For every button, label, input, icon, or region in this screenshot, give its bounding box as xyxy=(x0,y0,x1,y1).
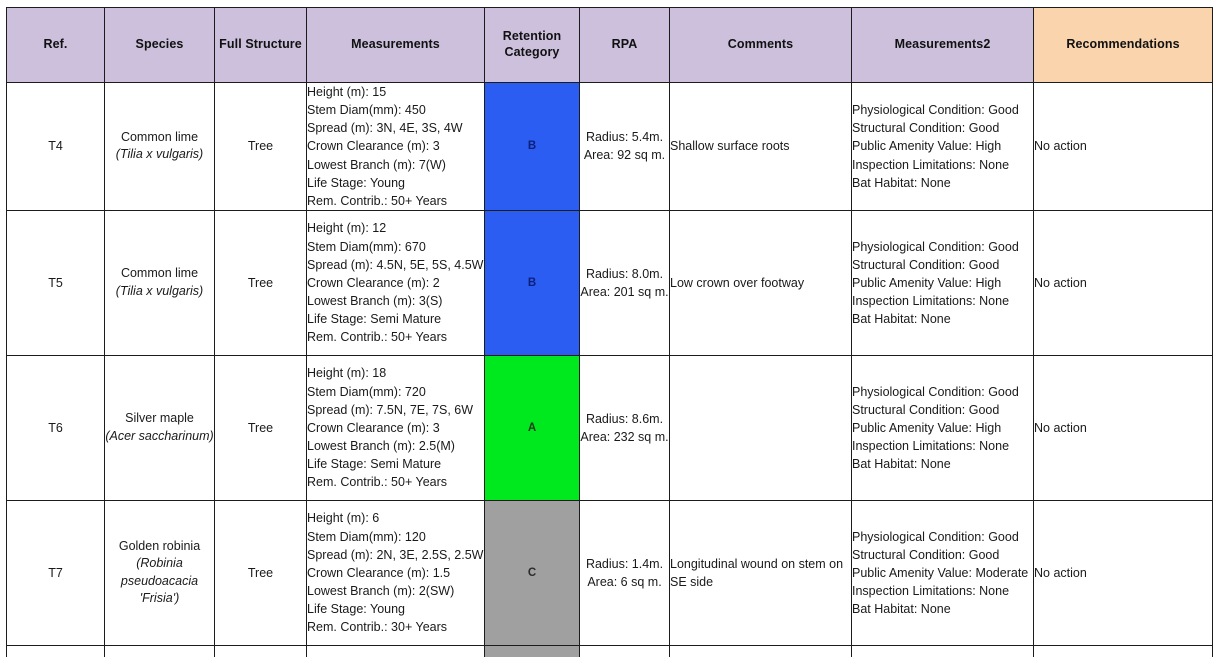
cell-retention-category[interactable]: B xyxy=(484,209,580,356)
table-body: T4 Common lime (Tilia x vulgaris) Tree Heigh… xyxy=(6,82,1213,657)
table-row: Retained in schedule for xyxy=(6,644,1213,657)
species-common-name: Silver maple xyxy=(125,411,194,426)
column-header-comments[interactable]: Comments xyxy=(669,7,852,83)
table-row: T4 Common lime (Tilia x vulgaris) Tree Heigh… xyxy=(6,82,1213,211)
cell-ref[interactable]: T6 xyxy=(6,354,105,501)
column-header-species[interactable]: Species xyxy=(104,7,215,83)
cell-full-structure[interactable] xyxy=(214,644,307,657)
cell-retention-category[interactable]: B xyxy=(484,82,580,211)
species-common-name: Golden robinia xyxy=(118,538,201,553)
cell-species[interactable]: Silver maple (Acer saccharinum) xyxy=(104,354,215,501)
cell-measurements[interactable]: Height (m): 18 Stem Diam(mm): 720 Spread… xyxy=(306,354,485,501)
cell-full-structure[interactable]: Tree xyxy=(214,82,307,211)
cell-ref[interactable] xyxy=(6,644,105,657)
cell-rpa[interactable] xyxy=(579,644,670,657)
cell-rpa[interactable]: Radius: 8.6m. Area: 232 sq m. xyxy=(579,354,670,501)
table-header: Ref. Species Full Structure Measurements… xyxy=(6,7,1213,83)
cell-measurements[interactable] xyxy=(306,644,485,657)
column-header-ref[interactable]: Ref. xyxy=(6,7,105,83)
cell-comments[interactable]: Shallow surface roots xyxy=(669,82,852,211)
cell-measurements2[interactable]: Physiological Condition: Good Structural… xyxy=(851,499,1034,646)
species-common-name: Common lime xyxy=(120,129,199,144)
cell-ref[interactable]: T7 xyxy=(6,499,105,646)
cell-rpa[interactable]: Radius: 5.4m. Area: 92 sq m. xyxy=(579,82,670,211)
species-latin-name: (Tilia x vulgaris) xyxy=(115,147,204,162)
table-row: T7 Golden robinia (Robinia pseudoacacia 'F… xyxy=(6,499,1213,646)
cell-measurements2[interactable]: Physiological Condition: Good Structural… xyxy=(851,209,1034,356)
table-row: T6 Silver maple (Acer saccharinum) Tree Heig… xyxy=(6,354,1213,501)
cell-comments[interactable]: Low crown over footway xyxy=(669,209,852,356)
cell-comments[interactable]: Longitudinal wound on stem on SE side xyxy=(669,499,852,646)
cell-recommendations[interactable] xyxy=(1033,644,1213,657)
species-common-name: Common lime xyxy=(120,266,199,281)
column-header-full-structure[interactable]: Full Structure xyxy=(214,7,307,83)
cell-species[interactable]: Common lime (Tilia x vulgaris) xyxy=(104,82,215,211)
cell-species[interactable]: Common lime (Tilia x vulgaris) xyxy=(104,209,215,356)
cell-species[interactable]: Golden robinia (Robinia pseudoacacia 'Fri… xyxy=(104,499,215,646)
cell-retention-category[interactable] xyxy=(484,644,580,657)
cell-ref[interactable]: T4 xyxy=(6,82,105,211)
cell-comments[interactable]: Retained in schedule for xyxy=(669,644,852,657)
cell-recommendations[interactable]: No action xyxy=(1033,82,1213,211)
column-header-recommendations[interactable]: Recommendations xyxy=(1033,7,1213,83)
cell-retention-category[interactable]: C xyxy=(484,499,580,646)
cell-recommendations[interactable]: No action xyxy=(1033,209,1213,356)
cell-measurements2[interactable]: Physiological Condition: Good Structural… xyxy=(851,354,1034,501)
species-latin-name: (Robinia pseudoacacia 'Frisia') xyxy=(120,556,199,606)
column-header-measurements[interactable]: Measurements xyxy=(306,7,485,83)
column-header-retention-category[interactable]: Retention Category xyxy=(484,7,580,83)
cell-measurements2[interactable] xyxy=(851,644,1034,657)
cell-species[interactable] xyxy=(104,644,215,657)
species-latin-name: (Tilia x vulgaris) xyxy=(115,283,204,298)
species-latin-name: (Acer saccharinum) xyxy=(105,428,214,443)
header-row: Ref. Species Full Structure Measurements… xyxy=(6,7,1213,83)
cell-full-structure[interactable]: Tree xyxy=(214,209,307,356)
cell-measurements[interactable]: Height (m): 12 Stem Diam(mm): 670 Spread… xyxy=(306,209,485,356)
cell-measurements[interactable]: Height (m): 15 Stem Diam(mm): 450 Spread… xyxy=(306,82,485,211)
cell-recommendations[interactable]: No action xyxy=(1033,499,1213,646)
cell-measurements2[interactable]: Physiological Condition: Good Structural… xyxy=(851,82,1034,211)
cell-full-structure[interactable]: Tree xyxy=(214,499,307,646)
cell-rpa[interactable]: Radius: 8.0m. Area: 201 sq m. xyxy=(579,209,670,356)
tree-survey-table: Ref. Species Full Structure Measurements… xyxy=(6,7,1213,657)
column-header-measurements2[interactable]: Measurements2 xyxy=(851,7,1034,83)
cell-ref[interactable]: T5 xyxy=(6,209,105,356)
table-row: T5 Common lime (Tilia x vulgaris) Tree Heigh… xyxy=(6,209,1213,356)
cell-rpa[interactable]: Radius: 1.4m. Area: 6 sq m. xyxy=(579,499,670,646)
cell-retention-category[interactable]: A xyxy=(484,354,580,501)
cell-comments[interactable] xyxy=(669,354,852,501)
cell-full-structure[interactable]: Tree xyxy=(214,354,307,501)
column-header-rpa[interactable]: RPA xyxy=(579,7,670,83)
cell-measurements[interactable]: Height (m): 6 Stem Diam(mm): 120 Spread … xyxy=(306,499,485,646)
cell-recommendations[interactable]: No action xyxy=(1033,354,1213,501)
